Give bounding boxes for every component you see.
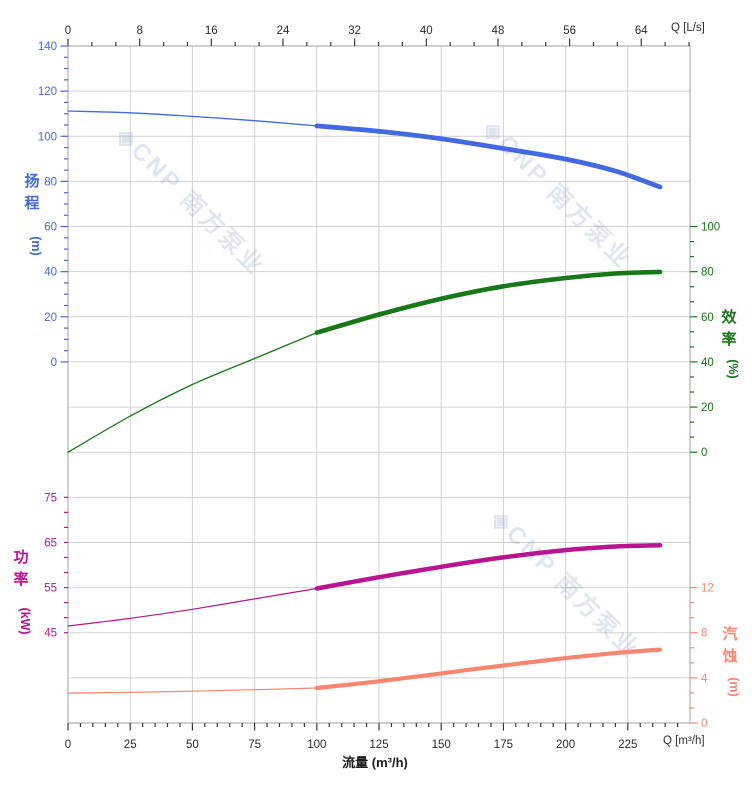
power-tick-label: 75 xyxy=(44,492,57,504)
top-axis-tick-label: 64 xyxy=(635,25,648,37)
bottom-axis-tick-label: 75 xyxy=(248,739,261,751)
top-axis-unit-label: Q [L/s] xyxy=(671,22,705,34)
power-tick-label: 55 xyxy=(44,583,57,595)
head-tick-label: 140 xyxy=(38,41,57,53)
head-curve-thin xyxy=(67,110,318,127)
npsh-axis-title: 汽 xyxy=(722,625,737,643)
head-axis-title: 程 xyxy=(24,195,39,212)
top-axis-tick-label: 48 xyxy=(492,25,505,37)
efficiency-axis-title: 率 xyxy=(721,330,736,348)
efficiency-tick-label: 0 xyxy=(701,447,707,459)
npsh-curve-thick xyxy=(314,647,663,691)
bottom-axis-tick-label: 0 xyxy=(65,739,71,751)
bottom-axis-tick-label: 100 xyxy=(307,739,326,751)
power-axis-title: 率 xyxy=(13,570,28,588)
head-axis-title: 扬 xyxy=(24,172,39,190)
head-tick-label: 0 xyxy=(51,357,57,369)
power-curve-thin xyxy=(67,587,318,627)
bottom-axis-tick-label: 50 xyxy=(186,739,199,751)
head-axis-unit: (m) xyxy=(29,236,43,255)
power-tick-label: 45 xyxy=(44,628,57,640)
npsh-tick-label: 8 xyxy=(701,628,707,640)
top-axis-tick-label: 8 xyxy=(136,25,142,37)
efficiency-tick-label: 60 xyxy=(701,312,714,324)
head-tick-label: 60 xyxy=(44,222,57,234)
npsh-tick-label: 12 xyxy=(701,583,714,595)
efficiency-curve-thick xyxy=(314,269,663,335)
efficiency-tick-label: 40 xyxy=(701,357,714,369)
top-axis-tick-label: 24 xyxy=(277,25,290,37)
bottom-axis-tick-label: 125 xyxy=(369,739,388,751)
efficiency-curve-thin xyxy=(67,331,318,453)
cnp-watermark: ◈CNP 南方泵业 xyxy=(477,114,638,275)
bottom-axis-tick-label: 25 xyxy=(124,739,137,751)
flow-axis-title: 流量 (m³/h) xyxy=(342,755,408,770)
top-axis-tick-label: 40 xyxy=(420,25,433,37)
bottom-axis-tick-label: 200 xyxy=(556,739,575,751)
power-tick-label: 65 xyxy=(44,537,57,549)
top-axis-tick-label: 32 xyxy=(348,25,361,37)
npsh-axis-unit: (m) xyxy=(727,677,741,696)
power-curve-thick xyxy=(314,542,663,591)
npsh-tick-label: 0 xyxy=(701,718,707,730)
head-tick-label: 40 xyxy=(44,267,57,279)
npsh-axis-title: 蚀 xyxy=(721,647,737,665)
npsh-curve-thin xyxy=(67,687,318,694)
npsh-tick-label: 4 xyxy=(701,673,708,685)
bottom-axis-tick-label: 175 xyxy=(494,739,513,751)
head-tick-label: 120 xyxy=(38,86,57,98)
efficiency-axis-title: 效 xyxy=(721,308,737,326)
efficiency-tick-label: 20 xyxy=(701,402,714,414)
head-tick-label: 80 xyxy=(44,176,57,188)
top-axis-tick-label: 0 xyxy=(65,25,71,37)
power-axis-unit: (kW) xyxy=(18,607,32,634)
top-axis-tick-label: 56 xyxy=(563,25,576,37)
head-tick-label: 100 xyxy=(38,131,57,143)
efficiency-tick-label: 80 xyxy=(701,267,714,279)
efficiency-axis-unit: (%) xyxy=(726,359,740,378)
bottom-axis-tick-label: 225 xyxy=(618,739,637,751)
efficiency-tick-label: 100 xyxy=(701,222,720,234)
head-curve-thick xyxy=(314,123,663,190)
power-axis-title: 功 xyxy=(13,549,28,566)
top-axis-tick-label: 16 xyxy=(205,25,218,37)
bottom-axis-tick-label: 150 xyxy=(432,739,451,751)
head-tick-label: 20 xyxy=(44,312,57,324)
bottom-axis-unit-label: Q [m³/h] xyxy=(663,735,705,747)
cnp-watermark: ◈CNP 南方泵业 xyxy=(110,121,271,282)
